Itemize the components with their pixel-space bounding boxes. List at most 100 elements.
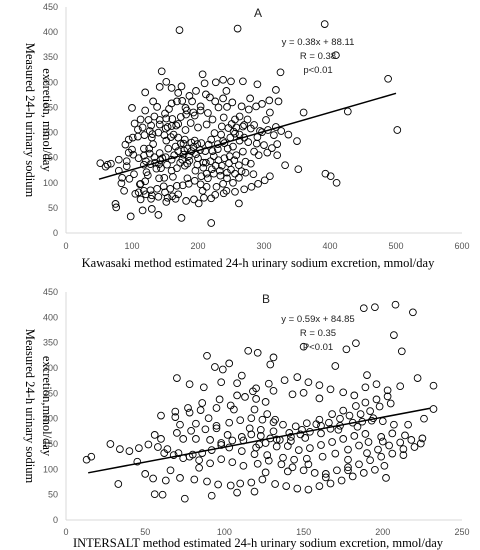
data-point-a <box>145 144 154 153</box>
data-point-b <box>296 430 305 439</box>
data-point-b <box>386 399 395 408</box>
data-point-a <box>244 105 253 114</box>
data-point-a <box>166 184 175 193</box>
data-point-b <box>304 378 313 387</box>
regression-annotation-b: P<0.01 <box>303 342 333 353</box>
data-point-a <box>167 166 176 175</box>
data-point-b <box>223 431 232 439</box>
data-point-b <box>375 402 384 411</box>
y-tick-label-b: 50 <box>48 490 58 500</box>
data-point-a <box>202 158 210 167</box>
data-point-a <box>268 144 276 152</box>
data-point-b <box>383 392 392 401</box>
data-point-b <box>163 445 172 453</box>
data-point-b <box>420 414 428 423</box>
data-point-a <box>136 179 145 188</box>
data-point-a <box>128 145 136 154</box>
data-point-a <box>155 174 163 183</box>
data-point-a <box>163 123 172 131</box>
data-point-a <box>235 136 244 145</box>
data-point-a <box>136 195 145 204</box>
data-point-a <box>284 130 293 139</box>
x-tick-label-a: 500 <box>388 241 403 251</box>
data-point-b <box>352 339 360 348</box>
data-point-a <box>178 97 187 105</box>
data-point-a <box>197 139 206 147</box>
data-point-a <box>232 151 241 160</box>
data-point-a <box>235 173 243 182</box>
data-point-a <box>223 144 232 153</box>
data-point-b <box>352 402 360 410</box>
data-point-a <box>169 172 177 181</box>
data-point-b <box>282 482 291 490</box>
data-point-a <box>198 70 207 79</box>
data-point-a <box>163 193 172 202</box>
data-point-b <box>361 398 370 407</box>
data-point-b <box>290 455 298 464</box>
data-point-b <box>390 420 398 429</box>
data-point-a <box>187 138 196 147</box>
data-point-a <box>207 194 216 203</box>
data-point-b <box>217 378 226 387</box>
data-point-b <box>372 380 381 389</box>
data-point-b <box>283 467 292 476</box>
data-point-a <box>185 92 194 100</box>
data-point-b <box>302 419 311 428</box>
data-point-b <box>390 331 398 339</box>
data-point-b <box>385 441 393 450</box>
data-point-a <box>175 26 184 34</box>
data-point-b <box>288 463 297 472</box>
data-point-b <box>203 477 211 486</box>
data-point-a <box>273 151 282 160</box>
data-point-a <box>209 169 218 178</box>
data-point-b <box>173 429 181 437</box>
data-point-b <box>154 443 162 451</box>
data-point-b <box>217 455 226 464</box>
data-point-a <box>230 156 239 165</box>
x-tick-label-b: 100 <box>217 527 232 537</box>
x-tick-label-b: 200 <box>375 527 390 537</box>
data-point-b <box>326 385 335 394</box>
data-point-b <box>397 347 406 356</box>
data-point-b <box>269 418 278 427</box>
data-point-b <box>293 373 302 381</box>
data-point-b <box>299 466 308 475</box>
data-point-a <box>130 170 138 179</box>
data-point-a <box>138 206 147 215</box>
data-point-b <box>280 376 289 385</box>
data-point-a <box>134 154 143 163</box>
data-point-b <box>315 394 324 403</box>
y-tick-label-a: 400 <box>43 27 58 37</box>
data-point-a <box>273 140 282 148</box>
data-point-b <box>364 438 373 446</box>
data-point-a <box>276 68 285 77</box>
data-point-b <box>206 459 214 468</box>
data-point-b <box>304 460 313 469</box>
data-point-b <box>336 414 344 423</box>
data-point-b <box>149 474 157 483</box>
data-point-b <box>383 386 392 395</box>
data-point-a <box>270 131 278 139</box>
data-point-b <box>214 480 222 489</box>
data-point-b <box>345 411 354 420</box>
data-point-b <box>288 390 297 399</box>
data-point-a <box>174 120 183 128</box>
data-point-b <box>283 442 292 450</box>
data-point-b <box>125 447 134 455</box>
data-point-a <box>193 160 202 169</box>
y-axis-title-b: excretion,mmol/day <box>40 356 54 457</box>
data-point-a <box>167 84 176 92</box>
data-point-b <box>196 406 205 414</box>
data-point-b <box>226 481 235 490</box>
data-point-b <box>192 435 200 443</box>
data-point-a <box>147 121 155 130</box>
data-point-b <box>348 472 357 481</box>
data-point-a <box>222 87 231 95</box>
data-point-a <box>207 135 216 144</box>
data-point-b <box>218 365 227 374</box>
data-point-a <box>272 86 280 94</box>
data-point-a <box>207 219 216 227</box>
data-point-a <box>223 174 231 183</box>
data-point-b <box>328 410 336 418</box>
data-point-a <box>231 169 239 178</box>
